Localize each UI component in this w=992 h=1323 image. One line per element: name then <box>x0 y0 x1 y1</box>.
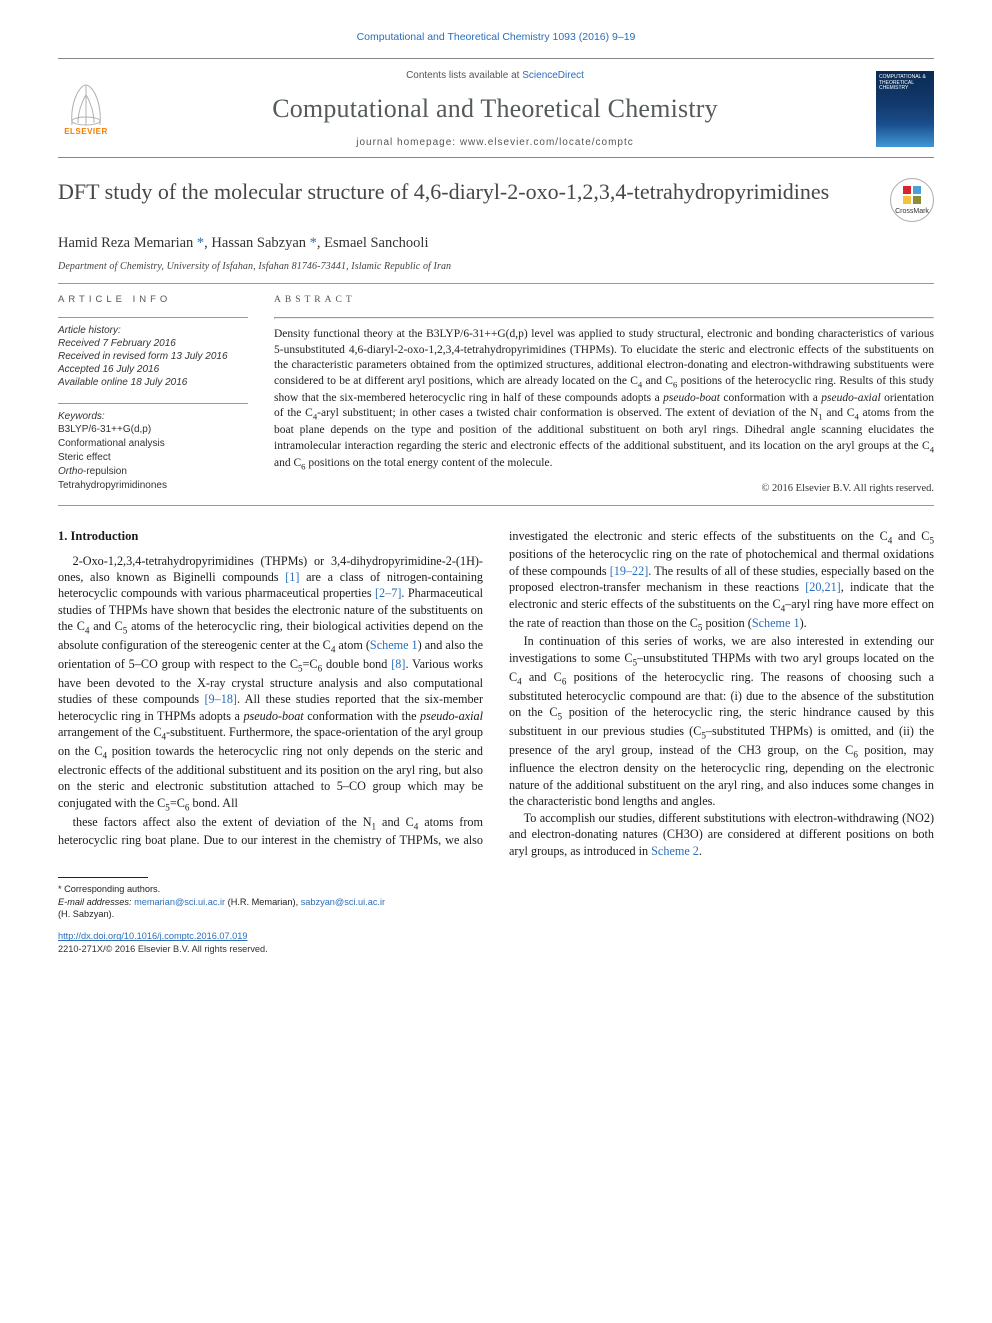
journal-cover-thumb: COMPUTATIONAL & THEORETICAL CHEMISTRY <box>876 71 934 147</box>
body-paragraph: 2-Oxo-1,2,3,4-tetrahydropyrimidines (THP… <box>58 553 483 814</box>
body-columns: 1. Introduction 2-Oxo-1,2,3,4-tetrahydro… <box>58 528 934 860</box>
contents-lists-line: Contents lists available at ScienceDirec… <box>126 69 864 83</box>
crossmark-label: CrossMark <box>895 207 929 216</box>
rule <box>58 505 934 506</box>
cover-text: COMPUTATIONAL & THEORETICAL CHEMISTRY <box>879 75 931 92</box>
section-heading: 1. Introduction <box>58 528 483 545</box>
contents-prefix: Contents lists available at <box>406 70 522 81</box>
crossmark-badge[interactable]: CrossMark <box>890 178 934 222</box>
info-rule <box>58 403 248 404</box>
keywords-label: Keywords: <box>58 411 105 422</box>
abstract-copyright: © 2016 Elsevier B.V. All rights reserved… <box>274 482 934 496</box>
keyword: Tetrahydropyrimidinones <box>58 479 248 493</box>
doi-link[interactable]: http://dx.doi.org/10.1016/j.comptc.2016.… <box>58 931 248 941</box>
rule <box>58 283 934 284</box>
journal-masthead: ELSEVIER Contents lists available at Sci… <box>58 58 934 158</box>
publisher-name: ELSEVIER <box>64 127 108 138</box>
history-line: Received 7 February 2016 <box>58 337 248 350</box>
journal-homepage: journal homepage: www.elsevier.com/locat… <box>126 136 864 150</box>
body-paragraph: To accomplish our studies, different sub… <box>509 810 934 859</box>
history-line: Accepted 16 July 2016 <box>58 363 248 376</box>
abstract-heading: ABSTRACT <box>274 294 934 307</box>
affiliation: Department of Chemistry, University of I… <box>58 260 934 274</box>
keyword: Steric effect <box>58 451 248 465</box>
email-link[interactable]: sabzyan@sci.ui.ac.ir <box>301 897 385 907</box>
abstract: ABSTRACT Density functional theory at th… <box>274 294 934 496</box>
email-who-line2: (H. Sabzyan). <box>58 908 934 920</box>
history-label: Article history: <box>58 325 121 336</box>
issn-copyright: 2210-271X/© 2016 Elsevier B.V. All right… <box>58 944 268 954</box>
keyword: B3LYP/6-31++G(d,p) <box>58 423 248 437</box>
email-label: E-mail addresses: <box>58 897 132 907</box>
abstract-rule <box>274 317 934 319</box>
journal-name: Computational and Theoretical Chemistry <box>126 91 864 126</box>
info-rule <box>58 317 248 318</box>
corresponding-footer: * Corresponding authors. E-mail addresse… <box>58 877 934 920</box>
email-line: E-mail addresses: memarian@sci.ui.ac.ir … <box>58 896 934 908</box>
sciencedirect-link[interactable]: ScienceDirect <box>522 70 584 81</box>
article-info-heading: ARTICLE INFO <box>58 294 248 307</box>
publisher-logo: ELSEVIER <box>58 74 114 144</box>
email-link[interactable]: memarian@sci.ui.ac.ir <box>134 897 225 907</box>
keyword: Conformational analysis <box>58 437 248 451</box>
corresponding-label: * Corresponding authors. <box>58 883 934 895</box>
abstract-text: Density functional theory at the B3LYP/6… <box>274 327 934 472</box>
keyword: Ortho-repulsion <box>58 465 248 479</box>
article-title: DFT study of the molecular structure of … <box>58 178 878 206</box>
email-who: (H.R. Memarian), <box>228 897 298 907</box>
body-paragraph: In continuation of this series of works,… <box>509 633 934 809</box>
citation-line: Computational and Theoretical Chemistry … <box>58 30 934 44</box>
footnote-rule <box>58 877 148 878</box>
masthead-center: Contents lists available at ScienceDirec… <box>126 69 864 149</box>
article-info: ARTICLE INFO Article history: Received 7… <box>58 294 248 496</box>
history-line: Available online 18 July 2016 <box>58 376 248 389</box>
doi-block: http://dx.doi.org/10.1016/j.comptc.2016.… <box>58 930 934 955</box>
authors: Hamid Reza Memarian *, Hassan Sabzyan *,… <box>58 234 934 254</box>
history-line: Received in revised form 13 July 2016 <box>58 350 248 363</box>
